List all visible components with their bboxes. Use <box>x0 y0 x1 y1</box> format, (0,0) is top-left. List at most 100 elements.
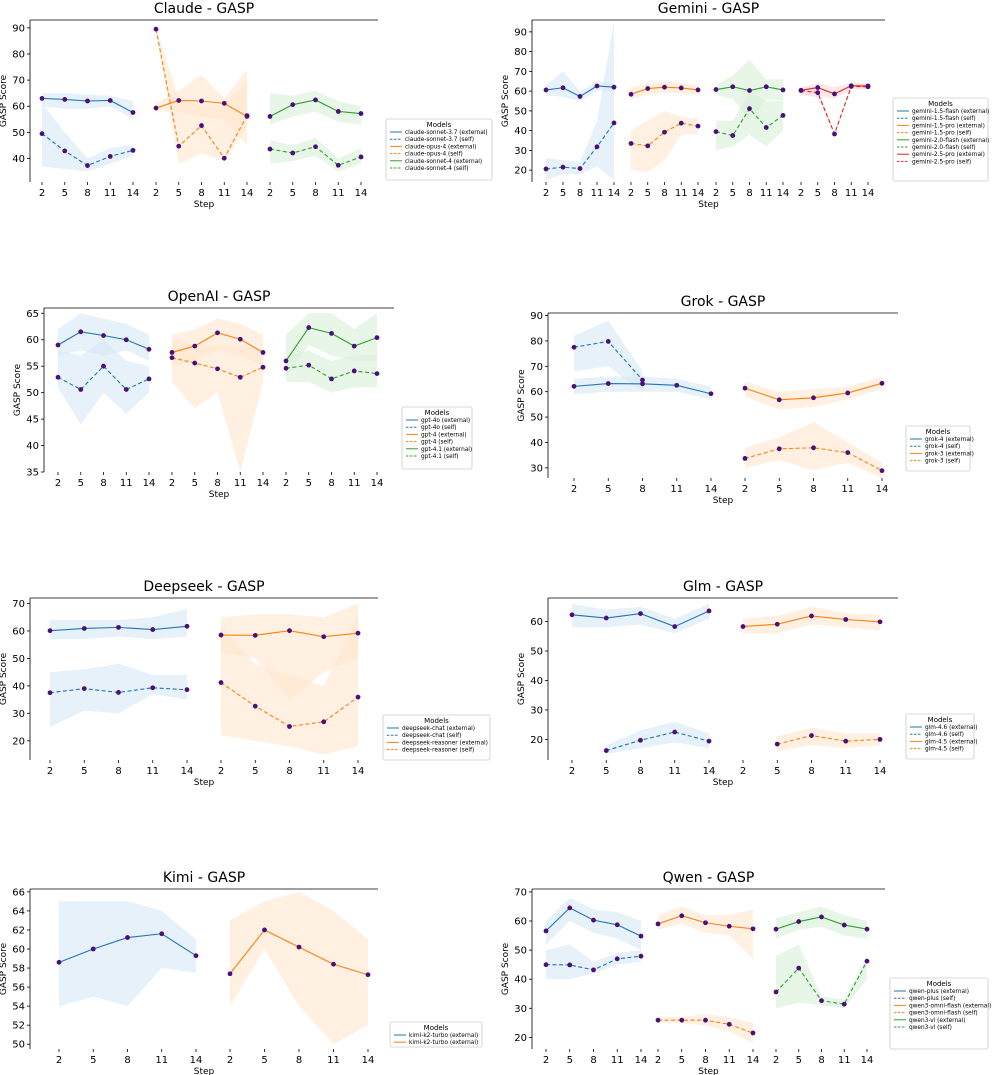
confidence-band <box>58 339 149 425</box>
data-point <box>123 337 129 343</box>
x-tick-label: 2 <box>55 478 61 489</box>
confidence-band <box>42 93 133 120</box>
data-point <box>374 371 380 376</box>
x-tick-label: 11 <box>841 484 854 495</box>
data-point <box>85 98 90 104</box>
data-point <box>252 632 258 638</box>
data-point <box>796 919 802 924</box>
confidence-band <box>776 944 867 1009</box>
x-tick-label: 14 <box>862 188 875 199</box>
x-tick-label: 2 <box>543 188 549 199</box>
x-tick-label: 5 <box>815 188 821 199</box>
data-point <box>351 368 357 374</box>
y-tick-label: 30 <box>12 709 25 720</box>
data-point <box>662 84 667 90</box>
data-point <box>848 83 854 89</box>
x-tick-label: 5 <box>567 1055 573 1066</box>
data-point <box>750 926 756 932</box>
data-point <box>591 967 596 973</box>
confidence-band <box>572 603 709 634</box>
data-point <box>90 946 96 952</box>
data-point <box>726 1021 732 1027</box>
x-tick-label: 5 <box>603 766 609 777</box>
data-point <box>763 125 769 130</box>
x-tick-label: 8 <box>637 766 643 777</box>
y-tick-label: 90 <box>12 23 25 34</box>
data-point <box>176 143 182 149</box>
data-point <box>47 690 53 696</box>
x-tick-label: 14 <box>874 766 887 777</box>
data-point <box>605 381 611 386</box>
x-tick-label: 14 <box>127 188 140 199</box>
chart-panel-2: Gemini - GASP 20 30 40 50 60 70 80 90 GASP Score 2… <box>501 1 989 210</box>
y-tick-label: 20 <box>530 735 543 746</box>
confidence-band <box>172 339 263 472</box>
data-point <box>747 106 752 112</box>
data-point <box>215 366 220 372</box>
data-point <box>321 719 327 725</box>
x-tick-label: 8 <box>124 1055 130 1066</box>
y-tick-label: 45 <box>26 415 39 426</box>
data-point <box>843 738 849 744</box>
x-tick-label: 14 <box>692 188 705 199</box>
data-point <box>678 85 684 91</box>
y-tick-label: 60 <box>530 617 543 628</box>
y-tick-label: 80 <box>530 336 543 347</box>
data-point <box>703 1017 708 1023</box>
x-tick-label: 2 <box>56 1055 62 1066</box>
legend-entry: qwen-plus (self) <box>909 996 955 1002</box>
x-tick-label: 2 <box>39 188 45 199</box>
x-tick-label: 8 <box>100 478 106 489</box>
data-point <box>672 729 678 735</box>
x-tick-label: 5 <box>81 766 87 777</box>
data-point <box>313 144 318 150</box>
confidence-band <box>50 608 187 640</box>
data-point <box>780 113 786 118</box>
data-point <box>832 131 837 137</box>
x-tick-label: 11 <box>668 766 681 777</box>
x-tick-label: 8 <box>115 766 121 777</box>
x-axis-label: Step <box>209 490 230 500</box>
legend-entry: grok-4 (external) <box>925 437 974 443</box>
y-tick-label: 40 <box>514 126 527 137</box>
y-tick-label: 50 <box>514 946 527 957</box>
y-axis-label: GASP Score <box>0 652 9 705</box>
data-point <box>560 164 566 170</box>
x-tick-label: 8 <box>590 1055 596 1066</box>
data-point <box>695 123 701 129</box>
data-point <box>877 619 883 625</box>
confidence-band <box>286 350 377 393</box>
y-axis-label: GASP Score <box>517 369 527 422</box>
data-point <box>306 325 312 330</box>
chart-title: Grok - GASP <box>681 294 766 310</box>
y-tick-label: 50 <box>514 106 527 117</box>
legend-title: Models <box>928 716 953 724</box>
x-tick-label: 14 <box>876 484 889 495</box>
data-point <box>614 922 620 928</box>
x-tick-label: 8 <box>198 188 204 199</box>
x-tick-label: 5 <box>252 766 258 777</box>
y-tick-label: 65 <box>26 309 39 320</box>
data-point <box>645 86 651 91</box>
data-point <box>655 1017 661 1023</box>
data-point <box>125 935 130 940</box>
data-point <box>877 736 883 742</box>
data-point <box>543 87 549 93</box>
x-tick-label: 5 <box>605 484 611 495</box>
data-point <box>674 382 680 388</box>
y-axis-label: GASP Score <box>0 942 9 995</box>
data-point <box>603 615 609 621</box>
x-tick-label: 11 <box>845 188 858 199</box>
chart-title: Qwen - GASP <box>663 870 755 886</box>
confidence-band <box>50 663 187 728</box>
data-point <box>708 391 714 397</box>
y-tick-label: 50 <box>12 128 25 139</box>
x-tick-label: 5 <box>290 188 296 199</box>
legend-entry: glm-4.5 (external) <box>925 739 977 745</box>
x-axis-label: Step <box>194 200 215 210</box>
data-point <box>628 141 634 146</box>
data-point <box>864 958 870 964</box>
